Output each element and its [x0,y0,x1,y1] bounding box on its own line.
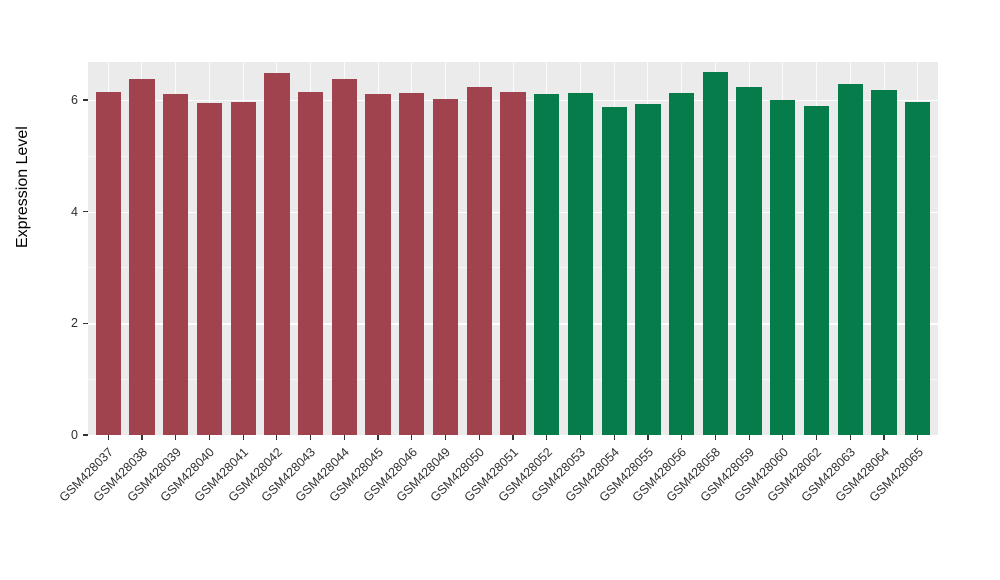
x-tick-mark [714,435,716,440]
x-tick-mark [917,435,919,440]
x-tick-mark [411,435,413,440]
y-tick-mark [83,434,88,436]
x-tick-mark [849,435,851,440]
bar-GSM428056 [669,93,695,435]
x-tick-mark [512,435,514,440]
bar-GSM428062 [803,105,830,435]
x-tick-mark [343,435,345,440]
bar-GSM428042 [264,73,290,435]
x-tick-mark [782,435,784,440]
y-tick-mark [83,99,88,101]
bar-GSM428052 [534,94,560,435]
bar-GSM428040 [196,102,223,435]
x-tick-mark [613,435,615,440]
x-tick-mark [141,435,143,440]
bar-GSM428043 [297,91,324,435]
x-tick-mark [815,435,818,440]
bar-GSM428050 [466,87,492,435]
y-tick-label: 6 [71,92,78,107]
plot-panel [88,62,938,437]
bar-GSM428039 [163,94,189,435]
x-tick-mark [748,435,750,440]
x-tick-mark [107,435,109,440]
bar-GSM428059 [736,87,762,435]
x-tick-mark [276,435,278,440]
bar-GSM428055 [635,103,661,435]
y-tick-label: 4 [71,204,78,219]
x-tick-mark [579,435,582,440]
bar-GSM428037 [95,91,121,435]
bar-GSM428051 [500,91,526,435]
bar-GSM428060 [770,99,796,435]
y-tick-mark [83,211,88,213]
bar-GSM428045 [365,94,391,435]
bar-GSM428065 [905,101,931,435]
x-tick-mark [883,435,885,440]
x-tick-mark [478,435,480,440]
y-axis-title: Expression Level [14,126,31,248]
y-tick-label: 2 [71,316,78,331]
x-tick-mark [546,435,548,440]
bar-GSM428054 [601,106,627,435]
bar-GSM428041 [230,101,256,435]
bar-GSM428046 [399,93,425,435]
x-tick-mark [310,435,312,440]
x-tick-mark [681,435,683,440]
bar-GSM428038 [129,78,155,435]
bar-GSM428058 [702,72,729,435]
x-tick-mark [242,435,244,440]
x-tick-mark [444,435,447,440]
bar-GSM428049 [432,98,459,435]
bar-GSM428063 [837,84,863,435]
x-tick-mark [175,435,177,440]
x-tick-mark [647,435,649,440]
x-tick-mark [377,435,379,440]
bar-GSM428064 [871,89,897,435]
x-tick-mark [208,435,211,440]
y-tick-mark [83,322,88,324]
bar-GSM428053 [567,93,594,435]
bar-GSM428044 [331,78,357,435]
y-tick-label: 0 [71,428,78,442]
